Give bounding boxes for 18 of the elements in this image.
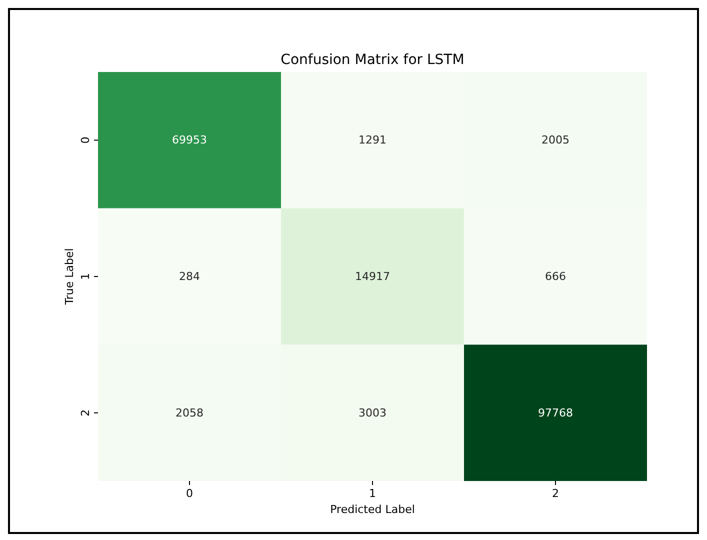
x-tick-label: 2 [552, 487, 559, 500]
chart-title: Confusion Matrix for LSTM [280, 52, 464, 68]
data-label: 284 [179, 270, 200, 283]
y-tick-label: 2 [79, 409, 92, 416]
data-label: 14917 [355, 270, 390, 283]
data-label: 666 [545, 270, 566, 283]
y-axis-title: True Label [63, 248, 76, 306]
data-label: 1291 [358, 134, 386, 147]
y-tick-label: 1 [79, 273, 92, 280]
x-tick-label: 1 [369, 487, 376, 500]
data-label: 3003 [358, 406, 386, 420]
data-label: 2005 [542, 134, 570, 147]
x-axis-title: Predicted Label [330, 503, 415, 516]
data-label: 69953 [172, 134, 207, 147]
data-label: 97768 [538, 406, 573, 420]
y-tick-label: 0 [79, 136, 92, 144]
x-tick-label: 0 [186, 487, 193, 500]
data-label: 2058 [176, 406, 204, 420]
